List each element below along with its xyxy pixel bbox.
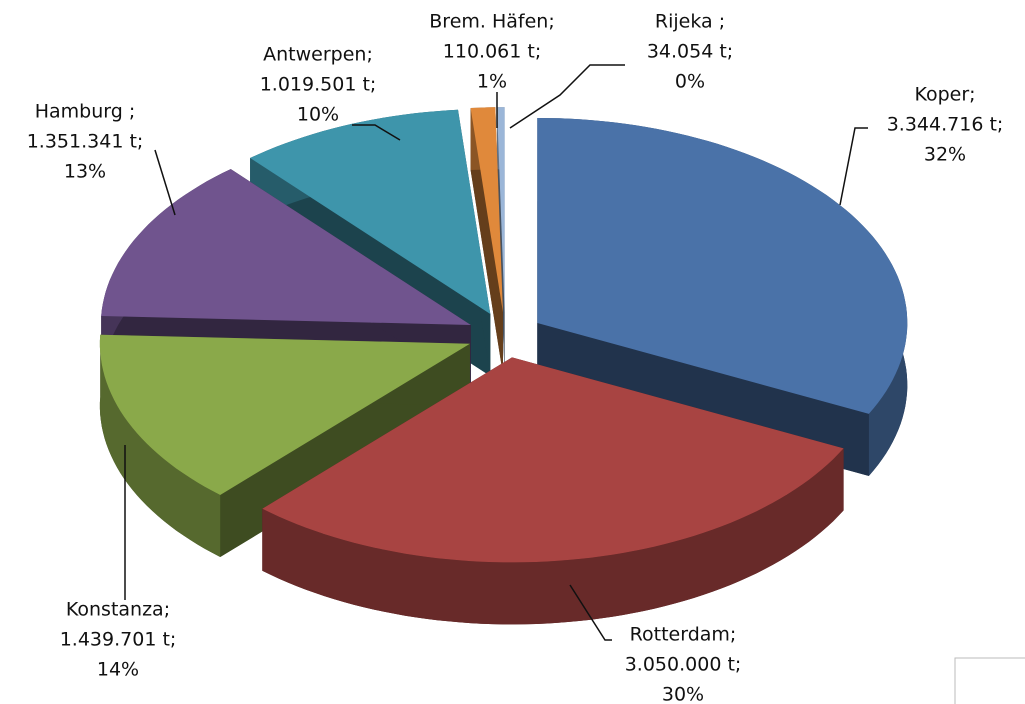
slice: [250, 109, 491, 314]
percent-label: 1%: [477, 71, 507, 93]
value-label: 110.061 t;: [443, 41, 541, 63]
leader-line: [509, 64, 625, 129]
percent-label: 10%: [297, 104, 339, 126]
leader-line: [154, 149, 176, 216]
category-label: Konstanza;: [66, 599, 170, 621]
category-label: Hamburg ;: [35, 101, 136, 123]
percent-label: 32%: [924, 144, 966, 166]
category-label: Brem. Häfen;: [429, 11, 554, 33]
category-label: Antwerpen;: [263, 44, 373, 66]
slice: [101, 169, 471, 325]
legend-box-fragment: [954, 657, 1025, 704]
slice: [470, 107, 503, 313]
category-label: Rotterdam;: [630, 624, 737, 646]
value-label: 3.050.000 t;: [625, 654, 742, 676]
percent-label: 13%: [64, 161, 106, 183]
value-label: 1.351.341 t;: [27, 131, 144, 153]
slice: [262, 357, 844, 563]
category-label: Rijeka ;: [655, 11, 725, 33]
percent-label: 0%: [675, 71, 705, 93]
slice: [497, 107, 505, 313]
leader-line: [352, 124, 401, 141]
slice-outer-wall: [262, 448, 844, 625]
value-label: 34.054 t;: [647, 41, 733, 63]
value-label: 1.019.501 t;: [260, 74, 377, 96]
value-label: 1.439.701 t;: [60, 629, 177, 651]
value-label: 3.344.716 t;: [887, 114, 1004, 136]
slice: [537, 118, 908, 414]
slice: [99, 334, 470, 495]
category-label: Koper;: [914, 84, 975, 106]
leader-line: [839, 127, 868, 206]
slice-edge-wall: [470, 108, 503, 375]
slice-outer-wall: [99, 334, 221, 557]
percent-label: 14%: [97, 659, 139, 681]
leader-line: [569, 584, 612, 641]
percent-label: 30%: [662, 684, 704, 704]
